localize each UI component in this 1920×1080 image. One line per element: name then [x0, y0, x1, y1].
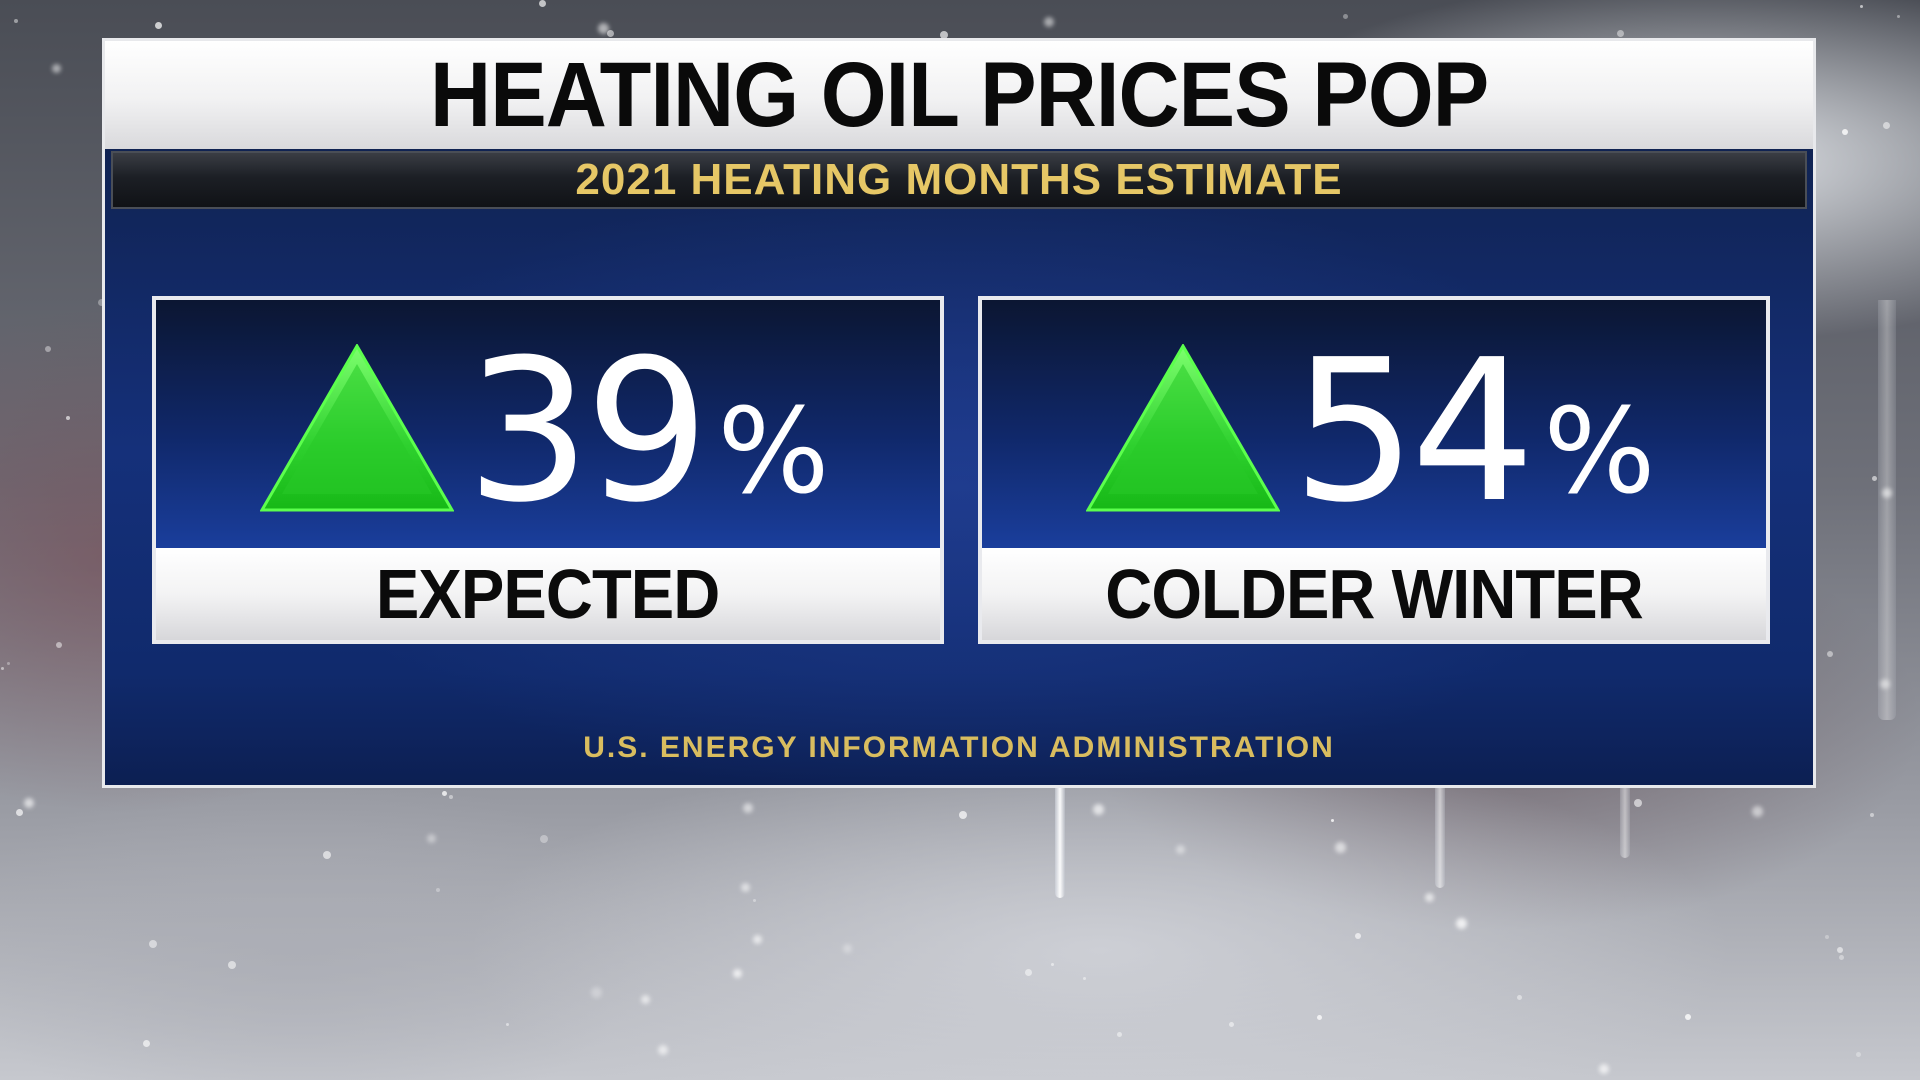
snowflake [442, 791, 447, 796]
snowflake [1335, 842, 1346, 853]
snowflake [56, 642, 62, 648]
snowflake [24, 798, 34, 808]
snowflake [155, 22, 162, 29]
icicle [1055, 788, 1065, 898]
stat-value: 54 [1292, 318, 1535, 546]
snowflake [427, 834, 436, 843]
snowflake [1872, 476, 1877, 481]
snowflake [1617, 30, 1624, 37]
snowflake [1634, 799, 1642, 807]
graphic-panel: HEATING OIL PRICES POP 2021 HEATING MONT… [102, 38, 1816, 788]
stat-value: 39 [466, 318, 709, 546]
snowflake [1880, 679, 1890, 689]
percent-sign: % [717, 382, 830, 520]
snowflake [1355, 933, 1361, 939]
source-credit: U.S. ENERGY INFORMATION ADMINISTRATION [583, 731, 1335, 764]
snowflake [1083, 977, 1086, 980]
snowflake [1025, 969, 1032, 976]
stat-value-group: 54 % [1292, 320, 1656, 530]
snowflake [1839, 955, 1844, 960]
snowflake [959, 811, 967, 819]
snowflake [1860, 5, 1863, 8]
snowflake [733, 969, 742, 978]
snowflake [1051, 963, 1054, 966]
snowflake [1, 667, 4, 670]
stat-card-label-bar: EXPECTED [156, 548, 940, 640]
up-triangle-icon [1086, 344, 1280, 512]
percent-sign: % [1543, 382, 1656, 520]
snowflake [16, 809, 23, 816]
snowflake [436, 888, 440, 892]
stat-card-label-bar: COLDER WINTER [982, 548, 1766, 640]
snowflake [449, 795, 453, 799]
snowflake [1752, 806, 1763, 817]
snowflake [607, 30, 614, 37]
snowflake [228, 961, 236, 969]
snowflake [658, 1045, 668, 1055]
snowflake [598, 23, 609, 34]
snowflake [66, 416, 70, 420]
subtitle-bar: 2021 HEATING MONTHS ESTIMATE [111, 151, 1807, 209]
snowflake [1837, 947, 1843, 953]
subtitle-text: 2021 HEATING MONTHS ESTIMATE [575, 155, 1343, 204]
snowflake [45, 346, 51, 352]
icicle [1435, 788, 1445, 888]
up-triangle-icon [260, 344, 454, 512]
snowflake [1827, 651, 1833, 657]
snowflake [1176, 845, 1185, 854]
stat-card-top: 39 % [156, 300, 940, 548]
snowflake [940, 31, 948, 39]
snowflake [1685, 1014, 1691, 1020]
headline-title: HEATING OIL PRICES POP [429, 44, 1489, 146]
snowflake [1331, 819, 1334, 822]
snowflake [641, 995, 650, 1004]
snowflake [1897, 15, 1900, 18]
stat-card-expected: 39 % EXPECTED [152, 296, 944, 644]
snowflake [753, 935, 762, 944]
snowflake [741, 883, 750, 892]
snowflake [1842, 129, 1848, 135]
snowflake [323, 851, 331, 859]
snowflake [743, 803, 753, 813]
snowflake [753, 899, 756, 902]
stat-card-colder-winter: 54 % COLDER WINTER [978, 296, 1770, 644]
snowflake [1517, 995, 1522, 1000]
snowflake [52, 64, 61, 73]
snowflake [1093, 804, 1104, 815]
snowflake [98, 299, 105, 306]
snowflake [1599, 1064, 1609, 1074]
icicle [1620, 788, 1630, 858]
snowflake [843, 944, 852, 953]
snowflake [540, 835, 548, 843]
snowflake [591, 987, 602, 998]
snowflake [1456, 918, 1467, 929]
snowflake [1229, 1022, 1234, 1027]
stat-label: COLDER WINTER [1105, 555, 1644, 633]
snowflake [1882, 488, 1892, 498]
snowflake [1856, 1052, 1861, 1057]
snowflake [1883, 122, 1890, 129]
snowflake [1343, 14, 1348, 19]
snowflake [1825, 935, 1829, 939]
snowflake [1870, 813, 1874, 817]
snowflake [1425, 893, 1434, 902]
stat-label: EXPECTED [376, 555, 720, 633]
snowflake [1317, 1015, 1322, 1020]
snowflake [1044, 17, 1054, 27]
snowflake [149, 940, 157, 948]
snowflake [143, 1040, 150, 1047]
stat-card-top: 54 % [982, 300, 1766, 548]
title-bar: HEATING OIL PRICES POP [105, 41, 1813, 149]
snowflake [506, 1023, 509, 1026]
snowflake [1117, 1032, 1122, 1037]
icicle [1878, 300, 1896, 720]
snowflake [539, 0, 546, 7]
snowflake [14, 19, 18, 23]
stat-value-group: 39 % [466, 320, 830, 530]
snowflake [7, 662, 10, 665]
